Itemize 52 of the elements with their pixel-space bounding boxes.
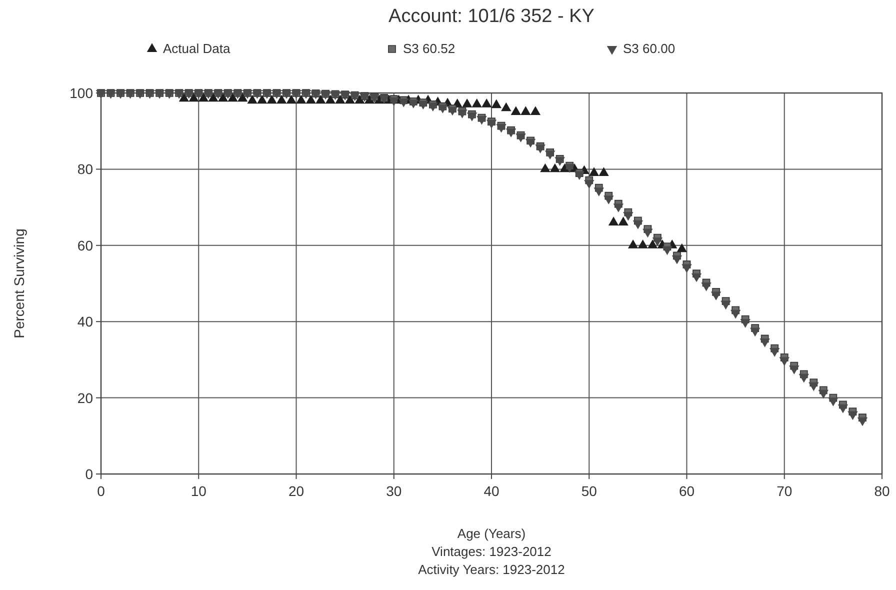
text: Vintages: 1923-2012 xyxy=(432,544,552,559)
point xyxy=(482,98,492,108)
point xyxy=(588,167,600,176)
point xyxy=(296,94,306,104)
point xyxy=(286,94,296,104)
point xyxy=(530,106,541,115)
point xyxy=(316,94,326,104)
legend-label: S3 60.52 xyxy=(403,41,456,56)
x-axis-title: Age (Years) xyxy=(457,526,526,541)
point xyxy=(598,167,609,176)
y-tick-label: 0 xyxy=(85,466,94,482)
point xyxy=(608,216,619,226)
x-tick-label: 60 xyxy=(678,483,695,499)
point xyxy=(462,98,472,108)
point xyxy=(520,106,531,115)
point xyxy=(276,94,287,104)
y-tick-label: 100 xyxy=(70,85,94,101)
point xyxy=(638,240,648,248)
y-tick-label: 80 xyxy=(77,161,94,178)
y-tick-label: 40 xyxy=(77,314,94,330)
chart-title: Account: 101/6 352 - KY xyxy=(388,6,595,27)
x-tick-label: 20 xyxy=(288,483,304,499)
y-tick-label: 20 xyxy=(77,390,94,406)
legend-label: Actual Data xyxy=(163,41,231,56)
point xyxy=(325,94,336,104)
x-tick-label: 0 xyxy=(97,483,106,499)
x-tick-label: 30 xyxy=(386,483,402,499)
point xyxy=(510,106,522,115)
point xyxy=(306,94,316,104)
point xyxy=(550,163,560,172)
point xyxy=(540,163,550,172)
point xyxy=(628,240,638,248)
point xyxy=(344,94,356,104)
point xyxy=(676,243,687,252)
y-axis-title: Percent Surviving xyxy=(11,228,27,338)
text: Activity Years: 1923-2012 xyxy=(418,562,565,577)
x-tick-label: 40 xyxy=(484,483,500,499)
point xyxy=(501,102,512,112)
point xyxy=(618,216,628,226)
point xyxy=(256,94,268,104)
x-tick-label: 80 xyxy=(874,483,890,499)
point xyxy=(472,98,482,108)
point xyxy=(335,94,346,104)
y-tick-label: 60 xyxy=(77,237,94,254)
x-tick-label: 50 xyxy=(581,483,598,499)
x-tick-label: 70 xyxy=(776,483,792,499)
x-tick-label: 10 xyxy=(190,483,207,499)
legend-label: S3 60.00 xyxy=(623,41,676,56)
point xyxy=(266,94,277,104)
point xyxy=(647,240,658,248)
point xyxy=(247,94,258,104)
point xyxy=(491,99,502,108)
